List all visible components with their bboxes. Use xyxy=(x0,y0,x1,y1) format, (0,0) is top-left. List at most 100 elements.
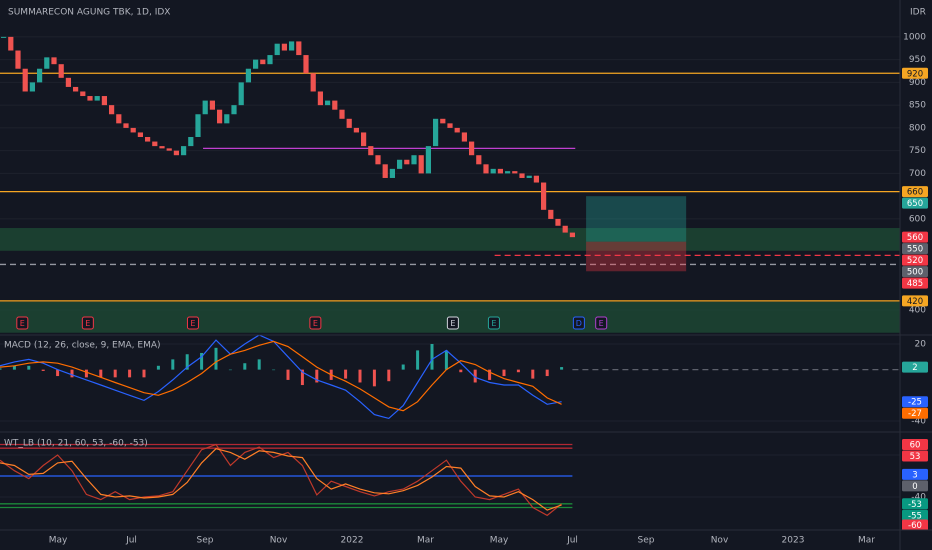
histogram-bar xyxy=(128,369,132,378)
event-label: E xyxy=(190,319,195,328)
candle xyxy=(87,96,93,101)
histogram-bar xyxy=(502,369,506,377)
candle xyxy=(101,96,107,106)
candle xyxy=(22,68,28,92)
candle xyxy=(231,105,237,115)
x-tick-label: Sep xyxy=(638,536,655,546)
y-tick-label: 20 xyxy=(915,339,927,349)
candle xyxy=(159,146,165,149)
candle xyxy=(368,146,374,156)
event-label: D xyxy=(576,319,582,328)
candle xyxy=(353,127,359,133)
histogram-bar xyxy=(156,365,160,370)
candle xyxy=(569,232,575,238)
candle xyxy=(80,91,86,97)
x-tick-label: May xyxy=(490,536,509,546)
candle xyxy=(224,114,230,124)
candle xyxy=(375,155,381,165)
histogram-bar xyxy=(358,369,362,383)
price-badge-label: -53 xyxy=(908,500,922,510)
candle xyxy=(497,168,503,174)
event-marker xyxy=(446,316,459,330)
indicator-title: WT_LB (10, 21, 60, 53, -60, -53) xyxy=(4,439,148,449)
x-tick-label: Nov xyxy=(711,536,729,546)
y-tick-label: -40 xyxy=(911,416,926,426)
candle xyxy=(548,209,554,219)
x-tick-label: Jul xyxy=(566,536,578,546)
event-marker xyxy=(572,316,585,330)
x-tick-label: Nov xyxy=(270,536,288,546)
candle xyxy=(289,41,295,51)
candle xyxy=(483,164,489,174)
x-tick-label: Mar xyxy=(858,536,875,546)
candle xyxy=(152,141,158,147)
candle xyxy=(238,82,244,106)
event-marker xyxy=(186,316,199,330)
currency: IDR xyxy=(910,8,926,18)
price-badge-label: 500 xyxy=(907,268,923,278)
histogram-bar xyxy=(70,369,74,378)
price-badge-label: -60 xyxy=(908,521,922,531)
candle xyxy=(440,118,446,124)
price-badge xyxy=(902,361,928,373)
y-tick-label: 850 xyxy=(909,101,926,111)
candle xyxy=(188,137,194,147)
candle xyxy=(404,159,410,165)
candle xyxy=(454,127,460,133)
histogram-bar xyxy=(560,367,564,370)
candle xyxy=(29,82,35,92)
candle xyxy=(476,155,482,165)
candle xyxy=(130,127,136,133)
y-tick-label: 750 xyxy=(909,146,926,156)
histogram-bar xyxy=(228,369,232,371)
candle xyxy=(274,43,280,56)
event-marker xyxy=(595,316,608,330)
price-badge xyxy=(902,197,928,209)
price-badge-label: 60 xyxy=(910,440,921,450)
candle xyxy=(418,155,424,174)
histogram-bar xyxy=(99,369,103,378)
histogram-bar xyxy=(272,369,276,371)
candle xyxy=(533,175,539,183)
candle xyxy=(116,114,122,124)
price-badge-label: -27 xyxy=(908,409,922,419)
price-badge xyxy=(902,67,928,79)
candle xyxy=(267,55,273,65)
candle xyxy=(332,100,338,110)
price-badge-label: 0 xyxy=(912,482,917,492)
candle xyxy=(51,57,57,65)
y-tick-label: 800 xyxy=(909,123,926,133)
candle xyxy=(94,96,100,101)
price-badge xyxy=(902,254,928,266)
y-tick-label: -40 xyxy=(911,492,926,502)
price-badge xyxy=(902,450,928,462)
price-badge xyxy=(902,186,928,198)
candle xyxy=(217,109,223,124)
candle xyxy=(382,164,388,178)
candle xyxy=(526,175,532,178)
candle xyxy=(512,171,518,174)
indicator-line xyxy=(0,448,562,511)
event-label: E xyxy=(313,319,318,328)
candle xyxy=(65,77,71,87)
price-badge-label: 550 xyxy=(907,245,923,255)
histogram-bar xyxy=(387,369,391,382)
candle xyxy=(173,150,179,156)
histogram-bar xyxy=(401,364,405,370)
x-tick-label: Jul xyxy=(125,536,137,546)
candle xyxy=(145,137,151,142)
price-badge xyxy=(902,396,928,408)
candle xyxy=(109,105,115,115)
event-label: E xyxy=(85,319,90,328)
candle xyxy=(137,132,143,138)
candle xyxy=(361,132,367,147)
histogram-bar xyxy=(214,347,218,370)
histogram-bar xyxy=(84,369,88,378)
x-tick-label: Sep xyxy=(197,536,214,546)
histogram-bar xyxy=(444,350,448,370)
candle xyxy=(195,114,201,138)
position-target xyxy=(586,196,687,242)
price-badge xyxy=(902,407,928,419)
